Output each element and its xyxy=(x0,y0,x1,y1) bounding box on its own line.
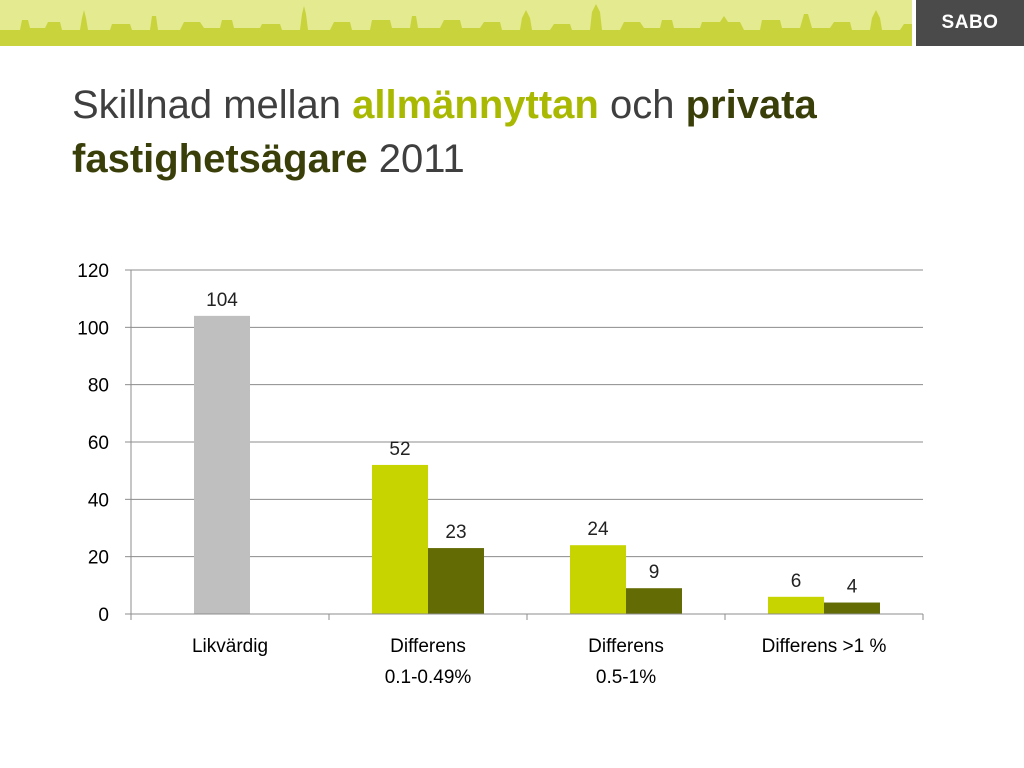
y-tick-label: 40 xyxy=(88,490,109,511)
data-label: 4 xyxy=(847,577,858,598)
bar xyxy=(626,588,682,614)
x-category-label: Differens >1 % xyxy=(762,636,887,657)
data-label: 24 xyxy=(587,519,609,540)
bar xyxy=(372,464,428,614)
title-highlight-public-housing: allmännyttan xyxy=(352,83,599,127)
data-label: 9 xyxy=(649,562,660,583)
x-category-label: Differens xyxy=(588,636,664,657)
data-label: 6 xyxy=(791,571,802,592)
bar xyxy=(194,315,250,614)
data-label: 104 xyxy=(206,290,238,311)
title-part2: och xyxy=(598,83,686,127)
city-skyline-banner xyxy=(0,0,912,46)
x-category-label: Likvärdig xyxy=(192,636,268,657)
bar xyxy=(824,602,880,614)
y-tick-label: 80 xyxy=(88,376,109,397)
data-label: 52 xyxy=(389,439,410,460)
title-part1: Skillnad mellan xyxy=(72,83,353,127)
slide-title: Skillnad mellan allmännyttan och privata… xyxy=(72,78,972,186)
y-tick-label: 100 xyxy=(77,318,109,339)
bar xyxy=(428,548,484,614)
title-highlight-private-owners: privata fastighetsägare xyxy=(72,83,817,181)
y-tick-label: 20 xyxy=(88,548,109,569)
bar xyxy=(570,545,626,614)
bar xyxy=(768,596,824,614)
logo-text: SABO xyxy=(941,12,999,33)
top-banner: SABO xyxy=(0,0,1024,46)
axes: 0 20 40 60 80 100 120 Likvärdig Differens 0.1-0.4… xyxy=(77,261,924,688)
x-category-label: Differens xyxy=(390,636,466,657)
y-tick-label: 60 xyxy=(88,433,109,454)
title-part3: 2011 xyxy=(367,137,465,181)
y-tick-label: 120 xyxy=(77,261,109,282)
y-tick-label: 0 xyxy=(98,605,109,626)
sabo-logo: SABO xyxy=(916,0,1024,46)
x-category-label: 0.1-0.49% xyxy=(385,667,472,688)
bars xyxy=(194,315,880,614)
gridlines xyxy=(131,269,923,558)
x-category-label: 0.5-1% xyxy=(596,667,656,688)
skyline-icon xyxy=(0,4,912,46)
data-labels: 104 52 23 24 9 6 4 xyxy=(206,290,858,598)
data-label: 23 xyxy=(445,522,466,543)
